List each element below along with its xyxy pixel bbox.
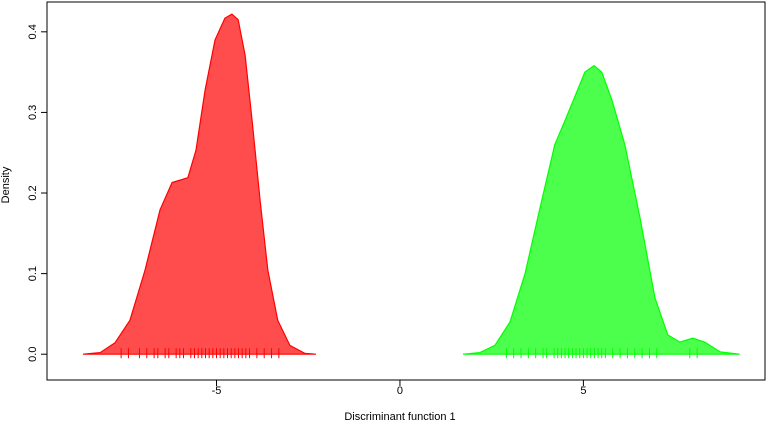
x-axis-label: Discriminant function 1 xyxy=(344,411,455,423)
x-tick-label: 5 xyxy=(580,385,586,397)
density-area xyxy=(462,64,740,355)
y-tick-label: 0.0 xyxy=(27,347,39,362)
x-tick-label: 0 xyxy=(397,385,403,397)
x-tick-label: -5 xyxy=(212,385,222,397)
density-area xyxy=(82,13,316,355)
plot-frame xyxy=(46,1,766,381)
y-tick-label: 0.3 xyxy=(27,105,39,120)
y-tick-label: 0.1 xyxy=(27,266,39,281)
y-tick-label: 0.4 xyxy=(27,24,39,39)
y-axis-label: Density xyxy=(0,166,12,203)
y-tick-label: 0.2 xyxy=(27,185,39,200)
